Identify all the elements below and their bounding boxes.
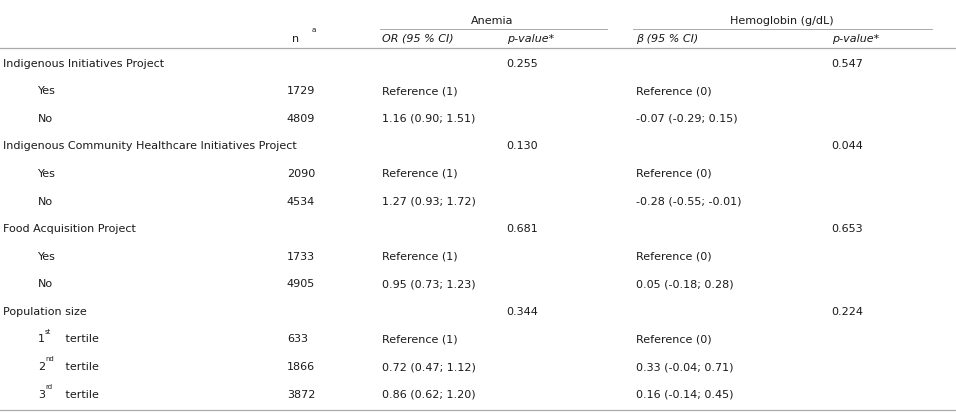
Text: No: No xyxy=(38,279,54,289)
Text: Reference (0): Reference (0) xyxy=(636,169,711,179)
Text: Anemia: Anemia xyxy=(471,16,513,26)
Text: Indigenous Community Healthcare Initiatives Project: Indigenous Community Healthcare Initiati… xyxy=(3,141,296,151)
Text: Reference (0): Reference (0) xyxy=(636,334,711,344)
Text: 1866: 1866 xyxy=(287,362,315,372)
Text: a: a xyxy=(312,27,316,33)
Text: 2090: 2090 xyxy=(287,169,315,179)
Text: Reference (0): Reference (0) xyxy=(636,86,711,96)
Text: Reference (0): Reference (0) xyxy=(636,252,711,262)
Text: 2: 2 xyxy=(38,362,45,372)
Text: Yes: Yes xyxy=(38,169,56,179)
Text: 0.044: 0.044 xyxy=(832,141,863,151)
Text: 633: 633 xyxy=(287,334,308,344)
Text: Reference (1): Reference (1) xyxy=(382,334,458,344)
Text: Reference (1): Reference (1) xyxy=(382,169,458,179)
Text: 0.344: 0.344 xyxy=(507,307,538,317)
Text: Population size: Population size xyxy=(3,307,87,317)
Text: 0.05 (-0.18; 0.28): 0.05 (-0.18; 0.28) xyxy=(636,279,733,289)
Text: 1.16 (0.90; 1.51): 1.16 (0.90; 1.51) xyxy=(382,114,476,124)
Text: st: st xyxy=(45,329,52,335)
Text: 4534: 4534 xyxy=(287,196,315,206)
Text: 1733: 1733 xyxy=(287,252,315,262)
Text: 4809: 4809 xyxy=(287,114,315,124)
Text: β (95 % CI): β (95 % CI) xyxy=(636,34,698,44)
Text: 0.653: 0.653 xyxy=(832,224,863,234)
Text: 0.130: 0.130 xyxy=(507,141,538,151)
Text: 0.255: 0.255 xyxy=(507,59,538,69)
Text: Reference (1): Reference (1) xyxy=(382,86,458,96)
Text: No: No xyxy=(38,196,54,206)
Text: 1: 1 xyxy=(38,334,45,344)
Text: 3872: 3872 xyxy=(287,390,315,400)
Text: 0.681: 0.681 xyxy=(507,224,538,234)
Text: rd: rd xyxy=(45,384,52,390)
Text: 0.33 (-0.04; 0.71): 0.33 (-0.04; 0.71) xyxy=(636,362,733,372)
Text: p-value*: p-value* xyxy=(507,34,554,44)
Text: tertile: tertile xyxy=(62,334,99,344)
Text: 4905: 4905 xyxy=(287,279,315,289)
Text: 0.16 (-0.14; 0.45): 0.16 (-0.14; 0.45) xyxy=(636,390,733,400)
Text: Food Acquisition Project: Food Acquisition Project xyxy=(3,224,136,234)
Text: tertile: tertile xyxy=(62,390,99,400)
Text: 1.27 (0.93; 1.72): 1.27 (0.93; 1.72) xyxy=(382,196,476,206)
Text: 0.224: 0.224 xyxy=(832,307,863,317)
Text: Reference (1): Reference (1) xyxy=(382,252,458,262)
Text: Yes: Yes xyxy=(38,252,56,262)
Text: -0.07 (-0.29; 0.15): -0.07 (-0.29; 0.15) xyxy=(636,114,737,124)
Text: p-value*: p-value* xyxy=(832,34,879,44)
Text: tertile: tertile xyxy=(62,362,99,372)
Text: Indigenous Initiatives Project: Indigenous Initiatives Project xyxy=(3,59,164,69)
Text: 3: 3 xyxy=(38,390,45,400)
Text: OR (95 % CI): OR (95 % CI) xyxy=(382,34,454,44)
Text: 0.95 (0.73; 1.23): 0.95 (0.73; 1.23) xyxy=(382,279,476,289)
Text: No: No xyxy=(38,114,54,124)
Text: n: n xyxy=(292,34,298,44)
Text: 1729: 1729 xyxy=(287,86,315,96)
Text: 0.86 (0.62; 1.20): 0.86 (0.62; 1.20) xyxy=(382,390,476,400)
Text: 0.72 (0.47; 1.12): 0.72 (0.47; 1.12) xyxy=(382,362,476,372)
Text: 0.547: 0.547 xyxy=(832,59,863,69)
Text: -0.28 (-0.55; -0.01): -0.28 (-0.55; -0.01) xyxy=(636,196,741,206)
Text: Yes: Yes xyxy=(38,86,56,96)
Text: Hemoglobin (g/dL): Hemoglobin (g/dL) xyxy=(729,16,834,26)
Text: nd: nd xyxy=(45,356,54,362)
